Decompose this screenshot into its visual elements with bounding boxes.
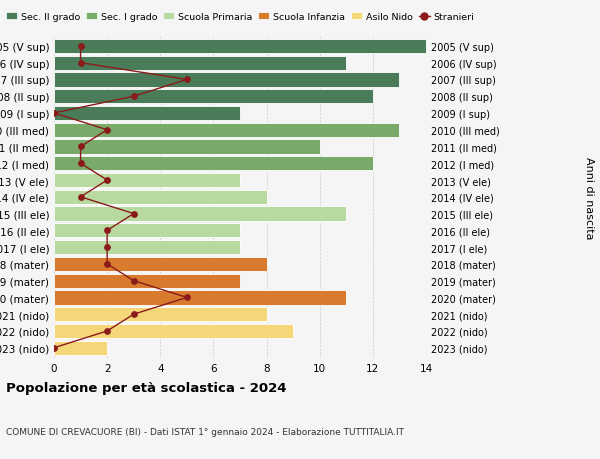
Point xyxy=(49,110,59,118)
Bar xyxy=(54,174,240,188)
Point xyxy=(182,294,191,302)
Point xyxy=(103,328,112,335)
Bar xyxy=(54,207,346,221)
Bar xyxy=(54,274,240,288)
Bar xyxy=(54,324,293,338)
Point xyxy=(76,43,85,50)
Bar xyxy=(54,190,266,204)
Point xyxy=(103,261,112,268)
Point xyxy=(103,244,112,251)
Point xyxy=(182,77,191,84)
Bar xyxy=(54,241,240,255)
Point xyxy=(76,160,85,168)
Point xyxy=(103,127,112,134)
Bar xyxy=(54,291,346,305)
Bar xyxy=(54,257,266,271)
Point xyxy=(103,177,112,185)
Point xyxy=(129,93,139,101)
Bar xyxy=(54,308,266,322)
Bar xyxy=(54,341,107,355)
Text: Popolazione per età scolastica - 2024: Popolazione per età scolastica - 2024 xyxy=(6,381,287,394)
Point xyxy=(76,194,85,201)
Bar xyxy=(54,123,400,138)
Text: COMUNE DI CREVACUORE (BI) - Dati ISTAT 1° gennaio 2024 - Elaborazione TUTTITALIA: COMUNE DI CREVACUORE (BI) - Dati ISTAT 1… xyxy=(6,427,404,436)
Bar xyxy=(54,90,373,104)
Bar xyxy=(54,106,240,121)
Bar xyxy=(54,56,346,71)
Point xyxy=(76,144,85,151)
Point xyxy=(103,227,112,235)
Bar xyxy=(54,157,373,171)
Point xyxy=(129,277,139,285)
Bar xyxy=(54,39,426,54)
Point xyxy=(129,210,139,218)
Point xyxy=(129,311,139,318)
Bar xyxy=(54,224,240,238)
Bar xyxy=(54,73,400,87)
Y-axis label: Anni di nascita: Anni di nascita xyxy=(584,156,593,239)
Bar xyxy=(54,140,320,154)
Point xyxy=(76,60,85,67)
Legend: Sec. II grado, Sec. I grado, Scuola Primaria, Scuola Infanzia, Asilo Nido, Stran: Sec. II grado, Sec. I grado, Scuola Prim… xyxy=(2,9,478,26)
Point xyxy=(49,344,59,352)
